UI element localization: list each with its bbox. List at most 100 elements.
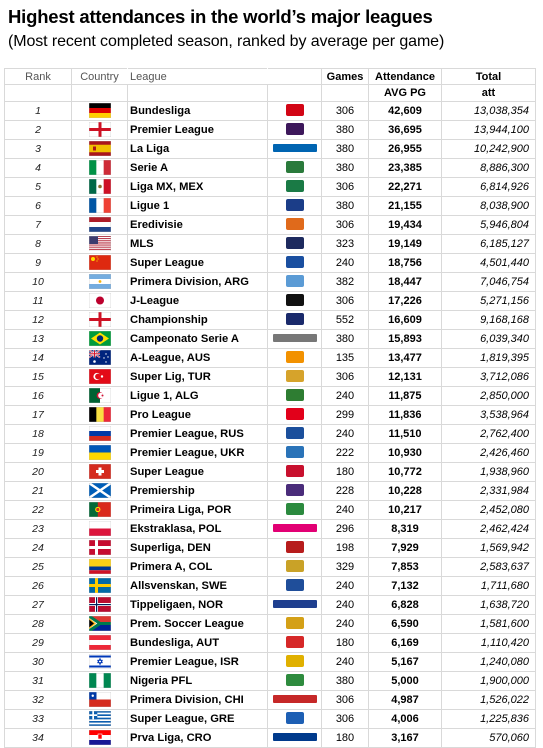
attendance-cell: 23,385 — [368, 157, 442, 178]
table-row: 13 Campeonato Serie A 380 15,893 6,039,340 — [4, 328, 536, 349]
sweden-flag-icon — [88, 578, 111, 594]
table-row: 30 Premier League, ISR 240 5,167 1,240,080 — [4, 651, 536, 672]
total-cell: 8,038,900 — [441, 195, 536, 216]
attendance-cell: 4,006 — [368, 708, 442, 729]
logo-cell — [267, 309, 322, 330]
attendance-cell: 16,609 — [368, 309, 442, 330]
logo-cell — [267, 404, 322, 425]
attendance-cell: 8,319 — [368, 518, 442, 539]
chile-flag-icon — [88, 692, 111, 708]
attendance-cell: 18,447 — [368, 271, 442, 292]
league-cell: Premiership — [127, 480, 268, 501]
attendance-cell: 18,756 — [368, 252, 442, 273]
logo-cell — [267, 708, 322, 729]
rank-cell: 20 — [4, 461, 72, 482]
france-flag-icon — [88, 198, 111, 214]
rank-cell: 19 — [4, 442, 72, 463]
league-cell: Bundesliga, AUT — [127, 632, 268, 653]
rank-cell: 14 — [4, 347, 72, 368]
ukraine-flag-icon — [88, 445, 111, 461]
games-cell: 329 — [321, 556, 369, 577]
total-cell: 1,240,080 — [441, 651, 536, 672]
switzerland-flag-icon — [88, 464, 111, 480]
header-row: Rank Country League Games Attendance Tot… — [4, 67, 536, 86]
attendance-cell: 26,955 — [368, 138, 442, 159]
liga-mx-logo — [285, 180, 304, 193]
logo-cell — [267, 518, 322, 539]
games-cell: 240 — [321, 613, 369, 634]
league-cell: Primera Division, CHI — [127, 689, 268, 710]
rank-cell: 23 — [4, 518, 72, 539]
flag-cell — [71, 480, 128, 501]
flag-cell — [71, 404, 128, 425]
attendance-cell: 10,930 — [368, 442, 442, 463]
superliga-logo — [285, 541, 304, 554]
header-subrow: AVG PG att — [4, 84, 536, 102]
total-cell: 6,039,340 — [441, 328, 536, 349]
flag-cell — [71, 537, 128, 558]
total-cell: 1,819,395 — [441, 347, 536, 368]
attendance-cell: 19,149 — [368, 233, 442, 254]
rank-cell: 1 — [4, 100, 72, 121]
npfl-logo — [285, 674, 304, 687]
games-cell: 240 — [321, 423, 369, 444]
logo-cell — [267, 613, 322, 634]
attendance-page: Highest attendances in the world’s major… — [4, 6, 536, 748]
attendance-cell: 7,929 — [368, 537, 442, 558]
tippeligaen-logo — [272, 600, 317, 609]
table-row: 6 Ligue 1 380 21,155 8,038,900 — [4, 195, 536, 216]
rank-cell: 33 — [4, 708, 72, 729]
flag-cell — [71, 613, 128, 634]
logo-cell — [267, 727, 322, 748]
chile-nacional-logo — [272, 695, 317, 704]
table-row: 4 Serie A 380 23,385 8,886,300 — [4, 157, 536, 178]
croatia-flag-icon — [88, 730, 111, 746]
total-cell: 1,569,942 — [441, 537, 536, 558]
flag-cell — [71, 366, 128, 387]
league-cell: Ekstraklasa, POL — [127, 518, 268, 539]
super-lig-logo — [285, 370, 304, 383]
attendance-cell: 19,434 — [368, 214, 442, 235]
poland-flag-icon — [88, 521, 111, 537]
logo-cell — [267, 556, 322, 577]
rank-cell: 27 — [4, 594, 72, 615]
flag-cell — [71, 233, 128, 254]
games-cell: 240 — [321, 252, 369, 273]
attendance-cell: 15,893 — [368, 328, 442, 349]
liga-nos-logo — [285, 503, 304, 516]
table-row: 34 Prva Liga, CRO 180 3,167 570,060 — [4, 727, 536, 748]
rank-cell: 24 — [4, 537, 72, 558]
logo-cell — [267, 594, 322, 615]
attendance-cell: 21,155 — [368, 195, 442, 216]
logo-cell — [267, 366, 322, 387]
dimayor-logo — [285, 560, 304, 573]
total-cell: 7,046,754 — [441, 271, 536, 292]
south-africa-flag-icon — [88, 616, 111, 632]
attendance-cell: 6,590 — [368, 613, 442, 634]
attendance-cell: 42,609 — [368, 100, 442, 121]
attendance-cell: 7,853 — [368, 556, 442, 577]
header-attendance: Attendance — [368, 67, 442, 86]
league-cell: Bundesliga — [127, 100, 268, 121]
attendance-cell: 6,169 — [368, 632, 442, 653]
league-cell: Nigeria PFL — [127, 670, 268, 691]
games-cell: 306 — [321, 214, 369, 235]
rank-cell: 29 — [4, 632, 72, 653]
games-cell: 306 — [321, 100, 369, 121]
total-cell: 6,185,127 — [441, 233, 536, 254]
logo-cell — [267, 347, 322, 368]
rank-cell: 13 — [4, 328, 72, 349]
logo-cell — [267, 176, 322, 197]
table-row: 18 Premier League, RUS 240 11,510 2,762,400 — [4, 423, 536, 444]
games-cell: 380 — [321, 119, 369, 140]
rank-cell: 7 — [4, 214, 72, 235]
sky-bet-logo — [285, 313, 304, 326]
argentina-flag-icon — [88, 274, 111, 290]
greek-sl-logo — [285, 712, 304, 725]
attendance-cell: 17,226 — [368, 290, 442, 311]
austria-bl-logo — [285, 636, 304, 649]
flag-cell — [71, 442, 128, 463]
table-row: 17 Pro League 299 11,836 3,538,964 — [4, 404, 536, 425]
ekstraklasa-logo — [272, 524, 317, 533]
rank-cell: 28 — [4, 613, 72, 634]
